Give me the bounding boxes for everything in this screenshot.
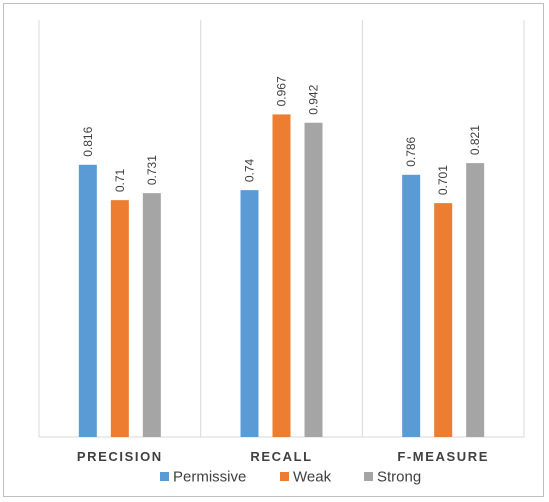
category-label: PRECISION <box>77 449 163 464</box>
bar-strong-f-measure <box>466 163 485 438</box>
bar-strong-precision <box>142 193 161 437</box>
bar-weak-f-measure <box>434 203 453 437</box>
data-label: 0.71 <box>113 168 127 192</box>
bar-weak-precision <box>110 200 129 437</box>
data-label: 0.74 <box>243 158 257 182</box>
data-label: 0.786 <box>404 136 418 166</box>
bar-weak-recall <box>272 114 291 437</box>
data-label: 0.816 <box>81 126 95 156</box>
category-label: F-MEASURE <box>397 449 489 464</box>
legend-label-permissive: Permissive <box>173 469 246 486</box>
data-label: 0.701 <box>436 165 450 195</box>
legend-swatch-weak <box>280 472 289 481</box>
bar-strong-recall <box>304 122 323 437</box>
legend-swatch-permissive <box>160 472 169 481</box>
data-label: 0.967 <box>275 76 289 106</box>
bar-permissive-f-measure <box>402 174 421 437</box>
legend-swatch-strong <box>364 472 373 481</box>
data-label: 0.731 <box>145 155 159 185</box>
legend-label-weak: Weak <box>293 469 332 486</box>
data-label: 0.821 <box>468 125 482 155</box>
bar-permissive-recall <box>240 190 259 437</box>
bar-permissive-precision <box>78 164 97 437</box>
data-label: 0.942 <box>307 84 321 114</box>
legend-label-strong: Strong <box>377 469 421 486</box>
category-label: RECALL <box>250 449 312 464</box>
